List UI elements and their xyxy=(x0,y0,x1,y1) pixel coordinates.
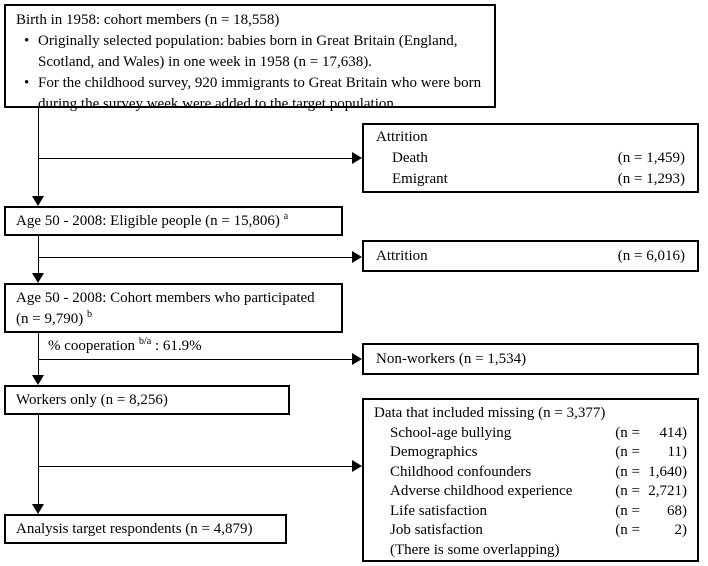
participated-line1: Age 50 - 2008: Cohort members who partic… xyxy=(16,290,315,306)
participated-line2: (n = 9,790) b xyxy=(16,309,93,327)
footnote-b: b xyxy=(86,309,93,320)
bullet-icon: • xyxy=(24,75,30,91)
missing-row-ace: Adverse childhood experience (n = 2,721) xyxy=(390,483,687,499)
birth-cohort-box: Birth in 1958: cohort members (n = 18,55… xyxy=(4,4,496,112)
connector-line-horizontal-2 xyxy=(38,257,352,258)
arrowhead-right-icon xyxy=(352,460,362,472)
workers-only-box: Workers only (n = 8,256) xyxy=(4,385,290,415)
connector-line-vertical-1 xyxy=(38,108,39,198)
attrition-death-emigrant-box: Attrition Death (n = 1,459) Emigrant (n … xyxy=(362,123,699,193)
bullet-icon: • xyxy=(24,33,30,49)
attrition-row-label: Death xyxy=(392,150,428,166)
footnote-a: a xyxy=(283,210,289,222)
eligible-people-text: Age 50 - 2008: Eligible people (n = 15,8… xyxy=(16,210,289,229)
connector-line-horizontal-4 xyxy=(38,466,352,467)
attrition-value: (n = 6,016) xyxy=(617,247,685,264)
workers-only-text: Workers only (n = 8,256) xyxy=(16,391,168,408)
birth-cohort-bullet-1: • Originally selected population: babies… xyxy=(16,31,484,73)
arrowhead-right-icon xyxy=(352,251,362,263)
missing-row-life-satisfaction: Life satisfaction (n = 68) xyxy=(390,502,687,519)
arrowhead-down-icon xyxy=(32,196,44,206)
bullet-text: For the childhood survey, 920 immigrants… xyxy=(38,75,482,112)
birth-cohort-bullet-2: • For the childhood survey, 920 immigran… xyxy=(16,73,484,115)
connector-line-vertical-2 xyxy=(38,236,39,276)
missing-data-box: Data that included missing (n = 3,377) S… xyxy=(362,398,699,562)
connector-line-vertical-3 xyxy=(38,333,39,377)
attrition-title: Attrition xyxy=(376,129,428,145)
arrowhead-down-icon xyxy=(32,273,44,283)
analysis-target-text: Analysis target respondents (n = 4,879) xyxy=(16,520,253,537)
attrition-row-value: (n = 1,459) xyxy=(617,150,685,166)
footnote-b-over-a: b/a xyxy=(138,336,152,347)
cooperation-rate-label: % cooperation b/a : 61.9% xyxy=(48,336,202,354)
attrition-row-death: Death (n = 1,459) xyxy=(376,148,685,169)
connector-line-horizontal-3 xyxy=(38,359,352,360)
missing-row-job-satisfaction: Job satisfaction (n = 2) xyxy=(390,522,687,538)
attrition-row-emigrant: Emigrant (n = 1,293) xyxy=(376,169,685,190)
attrition-box: Attrition (n = 6,016) xyxy=(362,240,699,272)
attrition-row-value: (n = 1,293) xyxy=(617,171,685,187)
eligible-people-box: Age 50 - 2008: Eligible people (n = 15,8… xyxy=(4,206,343,236)
non-workers-text: Non-workers (n = 1,534) xyxy=(376,350,527,367)
missing-row-demographics: Demographics (n = 11) xyxy=(390,444,687,460)
connector-line-vertical-4 xyxy=(38,415,39,506)
non-workers-box: Non-workers (n = 1,534) xyxy=(362,343,699,375)
missing-row-bullying: School-age bullying (n = 414) xyxy=(390,424,687,441)
participated-box: Age 50 - 2008: Cohort members who partic… xyxy=(4,283,343,333)
analysis-target-box: Analysis target respondents (n = 4,879) xyxy=(4,514,287,544)
missing-row-confounders: Childhood confounders (n = 1,640) xyxy=(390,463,687,480)
missing-data-title: Data that included missing (n = 3,377) xyxy=(374,405,606,421)
arrowhead-down-icon xyxy=(32,375,44,385)
missing-data-note: (There is some overlapping) xyxy=(390,541,560,558)
arrowhead-down-icon xyxy=(32,504,44,514)
arrowhead-right-icon xyxy=(352,152,362,164)
birth-cohort-title: Birth in 1958: cohort members (n = 18,55… xyxy=(16,12,280,28)
arrowhead-right-icon xyxy=(352,353,362,365)
connector-line-horizontal-1 xyxy=(38,158,352,159)
attrition-row-label: Emigrant xyxy=(392,171,448,187)
bullet-text: Originally selected population: babies b… xyxy=(38,33,458,70)
attrition-label: Attrition xyxy=(376,247,428,264)
